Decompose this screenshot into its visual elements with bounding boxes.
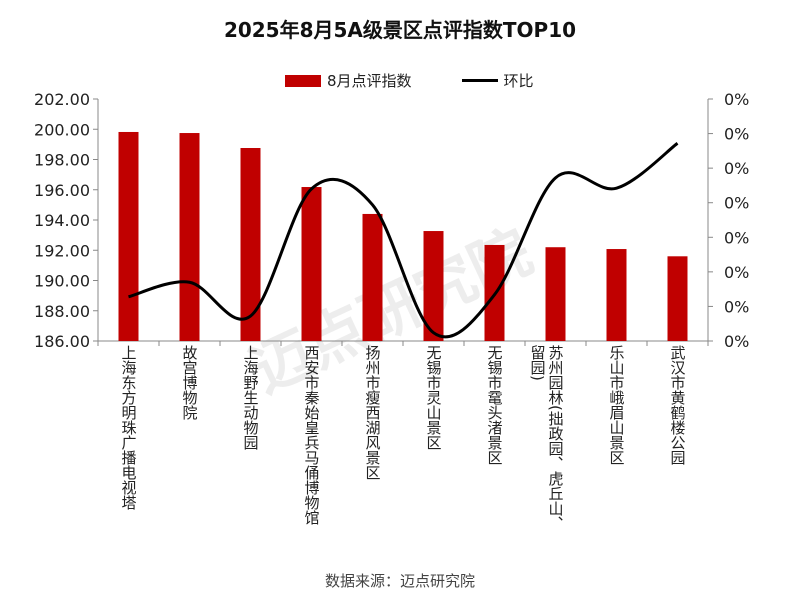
y2-tick-label: 0% xyxy=(724,297,749,316)
x-tick-label: 苏州园林(拙政园、虎丘山、留园) xyxy=(528,345,565,531)
legend-line-label: 环比 xyxy=(503,72,534,90)
x-tick-label: 故宫博物院 xyxy=(180,345,199,420)
legend-bar-swatch xyxy=(285,74,321,87)
bar xyxy=(545,247,566,341)
y-tick-label: 186.00 xyxy=(34,332,90,351)
legend-line-swatch xyxy=(461,79,498,82)
x-tick-label: 扬州市瘦西湖风景区 xyxy=(363,345,382,480)
y2-tick-label: 0% xyxy=(724,90,749,109)
y-tick-label: 202.00 xyxy=(34,90,90,109)
x-tick-label: 上海野生动物园 xyxy=(241,345,260,450)
legend-bar-label: 8月点评指数 xyxy=(327,72,412,90)
y-tick-label: 198.00 xyxy=(34,151,90,170)
bar xyxy=(362,213,383,341)
bar xyxy=(423,231,444,341)
x-tick-label: 上海东方明珠广播电视塔 xyxy=(119,345,138,510)
y2-tick-label: 0% xyxy=(724,332,749,351)
y-tick-label: 200.00 xyxy=(34,120,90,139)
y2-tick-label: 0% xyxy=(724,228,749,247)
x-tick-label: 西安市秦始皇兵马俑博物馆 xyxy=(302,345,321,525)
x-tick-label: 武汉市黄鹤楼公园 xyxy=(668,345,687,465)
x-tick-label: 无锡市灵山景区 xyxy=(424,345,443,450)
bar xyxy=(301,187,322,341)
y-tick-label: 194.00 xyxy=(34,211,90,230)
chart-title: 2025年8月5A级景区点评指数TOP10 xyxy=(223,18,577,42)
bar xyxy=(118,131,139,341)
y2-tick-label: 0% xyxy=(724,194,749,213)
y2-tick-label: 0% xyxy=(724,263,749,282)
y-tick-label: 192.00 xyxy=(34,241,90,260)
bar xyxy=(606,249,627,341)
bar xyxy=(179,133,200,341)
legend: 8月点评指数 环比 xyxy=(285,70,534,91)
y2-tick-label: 0% xyxy=(724,159,749,178)
y2-tick-label: 0% xyxy=(724,125,749,144)
line-series xyxy=(128,142,679,339)
bar xyxy=(240,148,261,341)
y-tick-label: 188.00 xyxy=(34,302,90,321)
y-tick-label: 196.00 xyxy=(34,181,90,200)
y-tick-label: 190.00 xyxy=(34,272,90,291)
x-tick-label: 乐山市峨眉山景区 xyxy=(607,345,626,465)
x-tick-label: 无锡市鼋头渚景区 xyxy=(485,345,504,465)
source-note: 数据来源：迈点研究院 xyxy=(324,572,475,590)
bar xyxy=(667,256,688,341)
